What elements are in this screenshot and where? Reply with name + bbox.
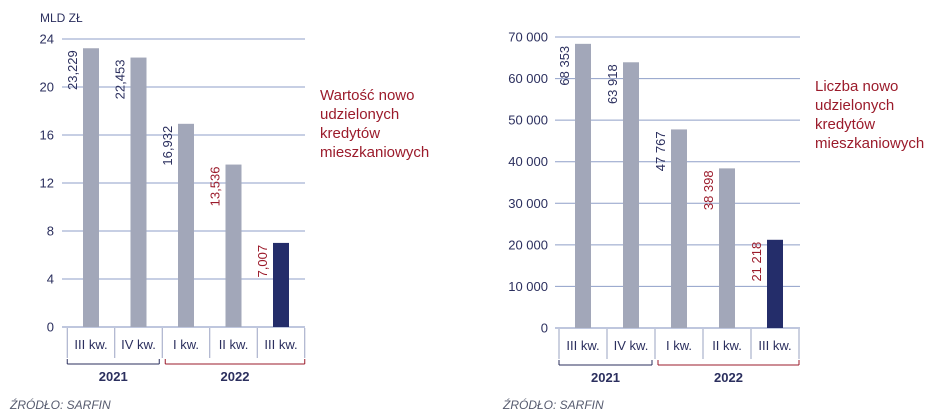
- y-tick-label: 20 000: [508, 237, 548, 252]
- side-label-line: Liczba nowo: [815, 78, 898, 95]
- year-label: 2022: [714, 370, 743, 385]
- side-label-line: udzielonych: [320, 106, 399, 123]
- bar: [719, 168, 735, 328]
- data-label: 63 918: [605, 64, 620, 104]
- y-tick-label: 16: [40, 128, 54, 143]
- category-label: IV kw.: [614, 338, 649, 353]
- chart-1: MLD ZŁ 0 4 8 12 16 20 24 23,229 22,453 16,932 13,53…: [9, 11, 429, 412]
- y-tick-label: 8: [47, 224, 54, 239]
- side-label-line: Wartość nowo: [320, 87, 414, 104]
- bar: [83, 48, 99, 327]
- y-tick-label: 70 000: [508, 30, 548, 45]
- side-label-line: mieszkaniowych: [320, 144, 429, 161]
- bar: [575, 43, 591, 329]
- data-label: 7,007: [255, 245, 270, 278]
- bar: [767, 239, 783, 328]
- year-label: 2022: [221, 369, 250, 384]
- data-label: 13,536: [208, 167, 223, 207]
- category-label: I kw.: [666, 338, 692, 353]
- data-label: 16,932: [160, 126, 175, 166]
- data-label: 22,453: [113, 60, 128, 100]
- y-tick-label: 10 000: [508, 279, 548, 294]
- side-label-line: kredytów: [320, 125, 380, 142]
- bar: [623, 62, 639, 328]
- y-tick-label: 24: [40, 32, 54, 47]
- category-label: IV kw.: [121, 337, 156, 352]
- data-label: 38 398: [701, 170, 716, 210]
- y-tick-label: 0: [541, 321, 548, 336]
- bar: [671, 129, 687, 328]
- bar: [225, 164, 242, 327]
- year-label: 2021: [99, 369, 128, 384]
- category-label: III kw.: [74, 337, 107, 352]
- unit-label: MLD ZŁ: [40, 11, 83, 25]
- chart-2: 0 10 000 20 000 30 000 40 000 50 000 60 000 70 …: [502, 30, 924, 413]
- y-tick-label: 60 000: [508, 71, 548, 86]
- y-tick-label: 30 000: [508, 196, 548, 211]
- data-label: 23,229: [65, 50, 80, 90]
- bar: [273, 242, 289, 327]
- year-label: 2021: [591, 370, 620, 385]
- side-label-line: mieszkaniowych: [815, 135, 924, 152]
- y-tick-label: 50 000: [508, 113, 548, 128]
- bar: [178, 123, 194, 327]
- data-label: 21 218: [749, 242, 764, 282]
- category-label: I kw.: [173, 337, 199, 352]
- category-label: III kw.: [264, 337, 297, 352]
- category-label: III kw.: [758, 338, 791, 353]
- source-note: ŹRÓDŁO: SARFIN: [9, 397, 111, 412]
- side-label-line: udzielonych: [815, 97, 894, 114]
- bar: [130, 57, 147, 328]
- y-tick-label: 4: [47, 272, 54, 287]
- data-label: 47 767: [653, 131, 668, 171]
- y-tick-label: 0: [47, 320, 54, 335]
- category-label: II kw.: [219, 337, 249, 352]
- data-label: 68 353: [557, 46, 572, 86]
- y-tick-label: 20: [40, 80, 54, 95]
- side-label-line: kredytów: [815, 116, 875, 133]
- category-label: III kw.: [566, 338, 599, 353]
- y-tick-label: 12: [40, 176, 54, 191]
- category-label: II kw.: [712, 338, 742, 353]
- y-tick-label: 40 000: [508, 154, 548, 169]
- source-note: ŹRÓDŁO: SARFIN: [502, 397, 604, 412]
